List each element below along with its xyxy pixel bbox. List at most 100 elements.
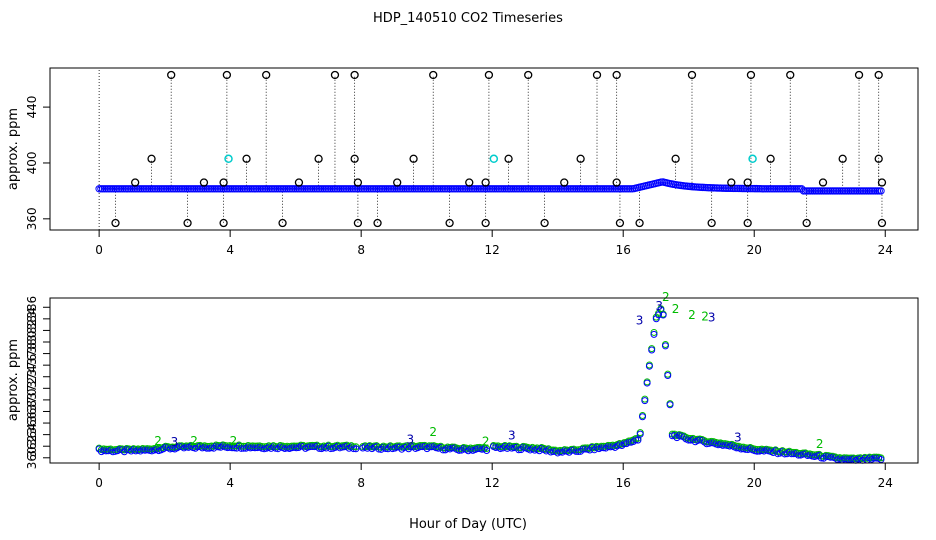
blue-point xyxy=(421,442,429,450)
bottom-y-tick-label: 364 xyxy=(25,423,39,446)
point-count-label: 2 xyxy=(154,434,162,448)
point-count-label: 3 xyxy=(655,299,663,313)
bottom-x-tick-label: 8 xyxy=(357,476,365,490)
outlier-point xyxy=(838,154,847,163)
point-count-label: 3 xyxy=(636,314,644,328)
outlier-point xyxy=(818,178,828,187)
outlier-point xyxy=(294,178,304,187)
outlier-point xyxy=(183,218,192,228)
blue-point xyxy=(666,401,674,409)
outlier-point xyxy=(350,154,359,163)
green-point xyxy=(352,443,360,451)
outlier-point xyxy=(147,154,156,163)
outlier-point xyxy=(353,178,363,187)
outlier-point xyxy=(874,154,883,163)
point-count-label: 2 xyxy=(230,434,238,448)
outlier-point xyxy=(465,178,474,187)
outlier-point xyxy=(350,70,359,80)
outlier-point xyxy=(671,154,680,163)
point-count-label: 3 xyxy=(708,311,716,325)
green-point xyxy=(237,442,245,450)
point-count-label: 2 xyxy=(701,310,709,324)
bottom-y-tick-label: 372 xyxy=(25,377,39,400)
blue-point xyxy=(689,436,697,444)
blue-point xyxy=(350,445,358,453)
top-plot-frame xyxy=(49,67,919,231)
outlier-point xyxy=(786,70,795,80)
blue-point xyxy=(645,362,653,370)
point-count-label: 3 xyxy=(406,432,414,446)
bottom-y-tick-label: 386 xyxy=(25,296,39,319)
top-x-tick-label: 24 xyxy=(878,243,893,257)
outlier-point xyxy=(707,218,716,228)
blue-point xyxy=(352,445,360,453)
top-x-axis: 0 4 8 12 16 20 24 xyxy=(95,229,893,257)
top-x-tick-label: 0 xyxy=(95,243,103,257)
bottom-y-tick-label: 376 xyxy=(25,354,39,377)
outlier-point xyxy=(242,154,251,163)
outlier-point xyxy=(445,218,454,228)
outlier-point xyxy=(524,70,533,80)
top-x-tick-label: 12 xyxy=(485,243,500,257)
outlier-point xyxy=(314,154,323,163)
bottom-x-tick-label: 20 xyxy=(747,476,762,490)
outlier-point xyxy=(854,70,864,80)
green-point xyxy=(817,452,825,460)
blue-point xyxy=(480,445,488,453)
outlier-point xyxy=(481,178,490,187)
outlier-point xyxy=(576,154,585,163)
point-count-label: 3 xyxy=(508,428,516,442)
outlier-point xyxy=(111,218,120,228)
green-point xyxy=(272,442,280,450)
outlier-point xyxy=(877,218,887,228)
blue-point xyxy=(501,442,509,450)
cyan-point xyxy=(748,154,757,164)
top-x-tick-label: 16 xyxy=(616,243,631,257)
outlier-point xyxy=(635,218,644,228)
bottom-x-tick-label: 16 xyxy=(616,476,631,490)
point-count-label: 2 xyxy=(672,302,680,316)
cyan-point xyxy=(224,154,233,164)
blue-point xyxy=(641,397,649,405)
top-panel: 0 4 8 12 16 20 24 360 400 440 approx. ppm xyxy=(6,67,919,257)
green-point xyxy=(240,442,248,450)
point-count-label: 2 xyxy=(190,434,198,448)
x-axis-label: Hour of Day (UTC) xyxy=(409,517,527,532)
top-y-tick-label: 400 xyxy=(25,152,39,175)
bottom-y-axis-label: approx. ppm xyxy=(6,339,21,421)
outlier-point xyxy=(877,178,887,187)
green-point xyxy=(258,442,266,450)
outlier-point xyxy=(592,70,602,80)
outlier-point xyxy=(766,154,775,163)
blue-point xyxy=(671,431,679,439)
outlier-point xyxy=(131,178,140,187)
baseline-point xyxy=(877,187,885,195)
blue-point xyxy=(664,372,672,380)
point-count-label: 3 xyxy=(734,431,742,445)
blue-point xyxy=(659,311,667,319)
bottom-y-tick-label: 378 xyxy=(25,342,39,365)
outlier-point xyxy=(330,70,340,80)
outlier-point xyxy=(481,218,490,228)
bottom-y-tick-label: 380 xyxy=(25,331,39,354)
blue-point xyxy=(661,342,669,350)
blue-point xyxy=(395,443,403,451)
outlier-point xyxy=(746,70,756,80)
outlier-point xyxy=(262,70,271,80)
green-point xyxy=(650,328,658,336)
outlier-point xyxy=(743,178,752,187)
blue-point xyxy=(634,436,642,444)
bottom-x-axis: 0 4 8 12 16 20 24 xyxy=(95,462,893,490)
outlier-point xyxy=(615,218,625,228)
green-point xyxy=(483,445,491,453)
top-plot-area xyxy=(95,68,887,230)
blue-point xyxy=(737,445,745,453)
blue-point xyxy=(288,444,296,452)
blue-point xyxy=(118,446,126,454)
green-point xyxy=(350,443,358,451)
blue-point xyxy=(237,444,245,452)
top-y-tick-label: 440 xyxy=(25,96,39,119)
